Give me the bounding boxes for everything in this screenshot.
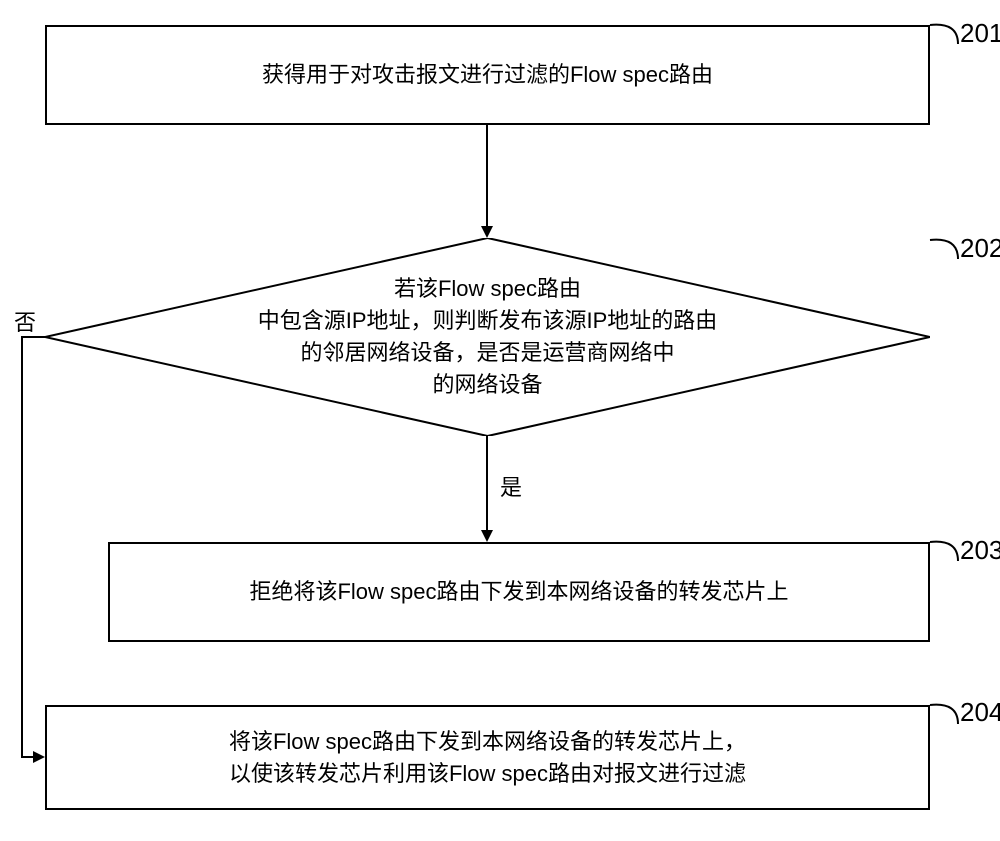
- node-203: 拒绝将该Flow spec路由下发到本网络设备的转发芯片上: [108, 542, 930, 642]
- node-201: 获得用于对攻击报文进行过滤的Flow spec路由: [45, 25, 930, 125]
- node-204: 将该Flow spec路由下发到本网络设备的转发芯片上， 以使该转发芯片利用该F…: [45, 705, 930, 810]
- edge-no-label: 否: [14, 305, 36, 337]
- node-203-text: 拒绝将该Flow spec路由下发到本网络设备的转发芯片上: [249, 576, 788, 608]
- label-204: 204: [960, 697, 1000, 728]
- node-204-text: 将该Flow spec路由下发到本网络设备的转发芯片上， 以使该转发芯片利用该F…: [229, 726, 746, 790]
- edge-yes-label: 是: [500, 470, 522, 502]
- node-201-text: 获得用于对攻击报文进行过滤的Flow spec路由: [262, 59, 713, 91]
- label-202: 202: [960, 233, 1000, 264]
- flowchart-canvas: 获得用于对攻击报文进行过滤的Flow spec路由 201 若该Flow spe…: [0, 0, 1000, 841]
- node-202: 若该Flow spec路由 中包含源IP地址，则判断发布该源IP地址的路由 的邻…: [45, 238, 930, 436]
- label-201: 201: [960, 18, 1000, 49]
- label-203: 203: [960, 535, 1000, 566]
- node-202-text: 若该Flow spec路由 中包含源IP地址，则判断发布该源IP地址的路由 的邻…: [258, 273, 718, 401]
